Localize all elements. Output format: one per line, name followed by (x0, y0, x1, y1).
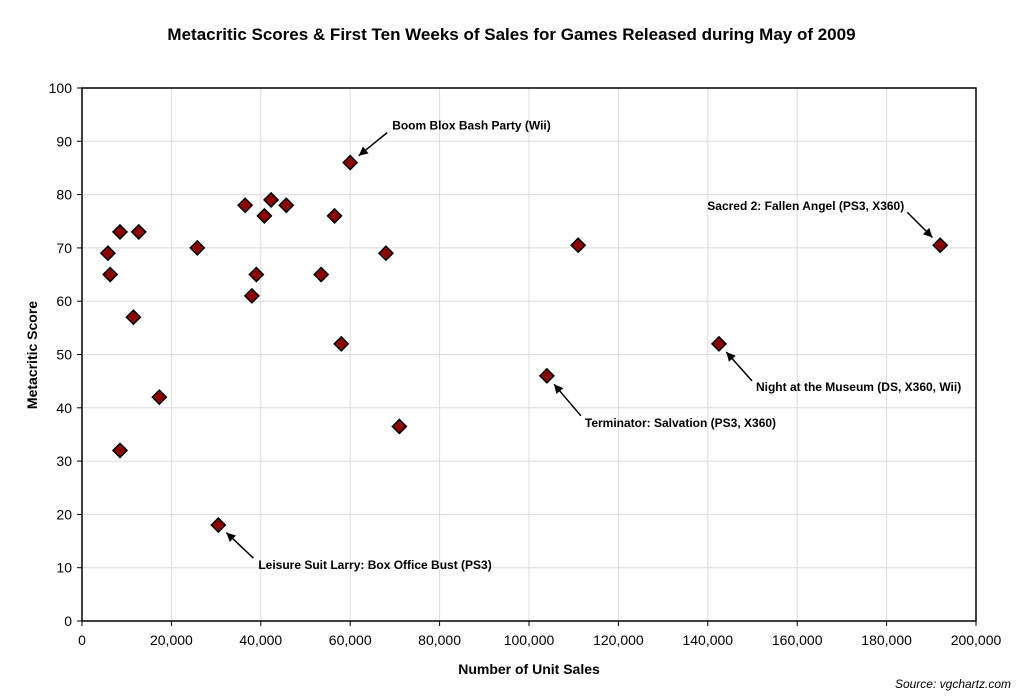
data-point (391, 418, 408, 435)
annotation-label: Sacred 2: Fallen Angel (PS3, X360) (707, 199, 904, 213)
y-tick-label: 0 (64, 613, 72, 629)
data-point (151, 389, 168, 406)
data-point (710, 335, 728, 352)
data-point (326, 207, 343, 224)
annotation-label: Terminator: Salvation (PS3, X360) (585, 416, 776, 430)
annotation-arrow-head (226, 532, 236, 543)
data-point (210, 516, 227, 534)
y-tick-label: 10 (56, 560, 72, 576)
data-point (377, 245, 395, 262)
x-tick-label: 40,000 (239, 632, 282, 648)
data-points (99, 154, 949, 534)
x-tick-label: 120,000 (593, 632, 644, 648)
x-axis-label: Number of Unit Sales (458, 661, 600, 677)
annotation-arrow-head (554, 384, 564, 394)
x-tick-label: 0 (78, 632, 86, 648)
y-tick-label: 40 (56, 400, 72, 416)
source-note: Source: vgchartz.com (894, 677, 1011, 691)
data-point (256, 207, 273, 224)
data-point (263, 191, 280, 208)
x-tick-label: 180,000 (861, 632, 912, 648)
data-point (538, 367, 555, 384)
x-tick-label: 20,000 (150, 632, 193, 648)
data-point (932, 237, 949, 254)
chart-title: Metacritic Scores & First Ten Weeks of S… (167, 25, 856, 44)
y-tick-label: 30 (56, 453, 72, 469)
y-axis-label: Metacritic Score (24, 301, 40, 409)
x-tick-label: 200,000 (951, 632, 1002, 648)
data-point (102, 266, 119, 283)
data-point (570, 237, 587, 254)
annotation-label: Night at the Museum (DS, X360, Wii) (756, 380, 961, 394)
x-tick-label: 80,000 (418, 632, 461, 648)
x-tick-label: 160,000 (772, 632, 823, 648)
annotation-arrow-head (358, 146, 369, 156)
y-tick-label: 50 (56, 347, 72, 363)
x-tick-label: 140,000 (682, 632, 733, 648)
y-tick-label: 100 (49, 80, 73, 96)
y-tick-label: 60 (56, 293, 72, 309)
data-point (189, 239, 206, 256)
annotation-label: Leisure Suit Larry: Box Office Bust (PS3… (258, 558, 491, 572)
x-tick-label: 100,000 (504, 632, 555, 648)
data-point (111, 442, 129, 459)
y-tick-label: 20 (56, 506, 72, 522)
data-point (333, 335, 350, 352)
annotation-labels: Boom Blox Bash Party (Wii) Sacred 2: Fall… (258, 119, 961, 572)
data-point (313, 266, 330, 283)
y-tick-label: 70 (56, 240, 72, 256)
annotation-label: Boom Blox Bash Party (Wii) (392, 119, 551, 133)
annotation-arrows (225, 132, 933, 559)
y-tick-label: 80 (56, 187, 72, 203)
axis-ticks: 0 10 20 30 40 50 60 70 80 90 100 0 20,000 40,000 60,00… (49, 80, 1002, 648)
data-point (130, 223, 147, 240)
data-point (243, 287, 260, 304)
annotation-arrow-head (922, 227, 933, 238)
grid-lines (82, 88, 976, 621)
x-tick-label: 60,000 (329, 632, 372, 648)
data-point (111, 223, 129, 240)
data-point (125, 309, 142, 326)
data-point (342, 154, 359, 171)
data-point (237, 197, 254, 214)
data-point (99, 245, 116, 262)
data-point (278, 197, 295, 214)
data-point (248, 266, 265, 283)
annotation-arrow-head (726, 352, 736, 362)
y-tick-label: 90 (56, 133, 72, 149)
